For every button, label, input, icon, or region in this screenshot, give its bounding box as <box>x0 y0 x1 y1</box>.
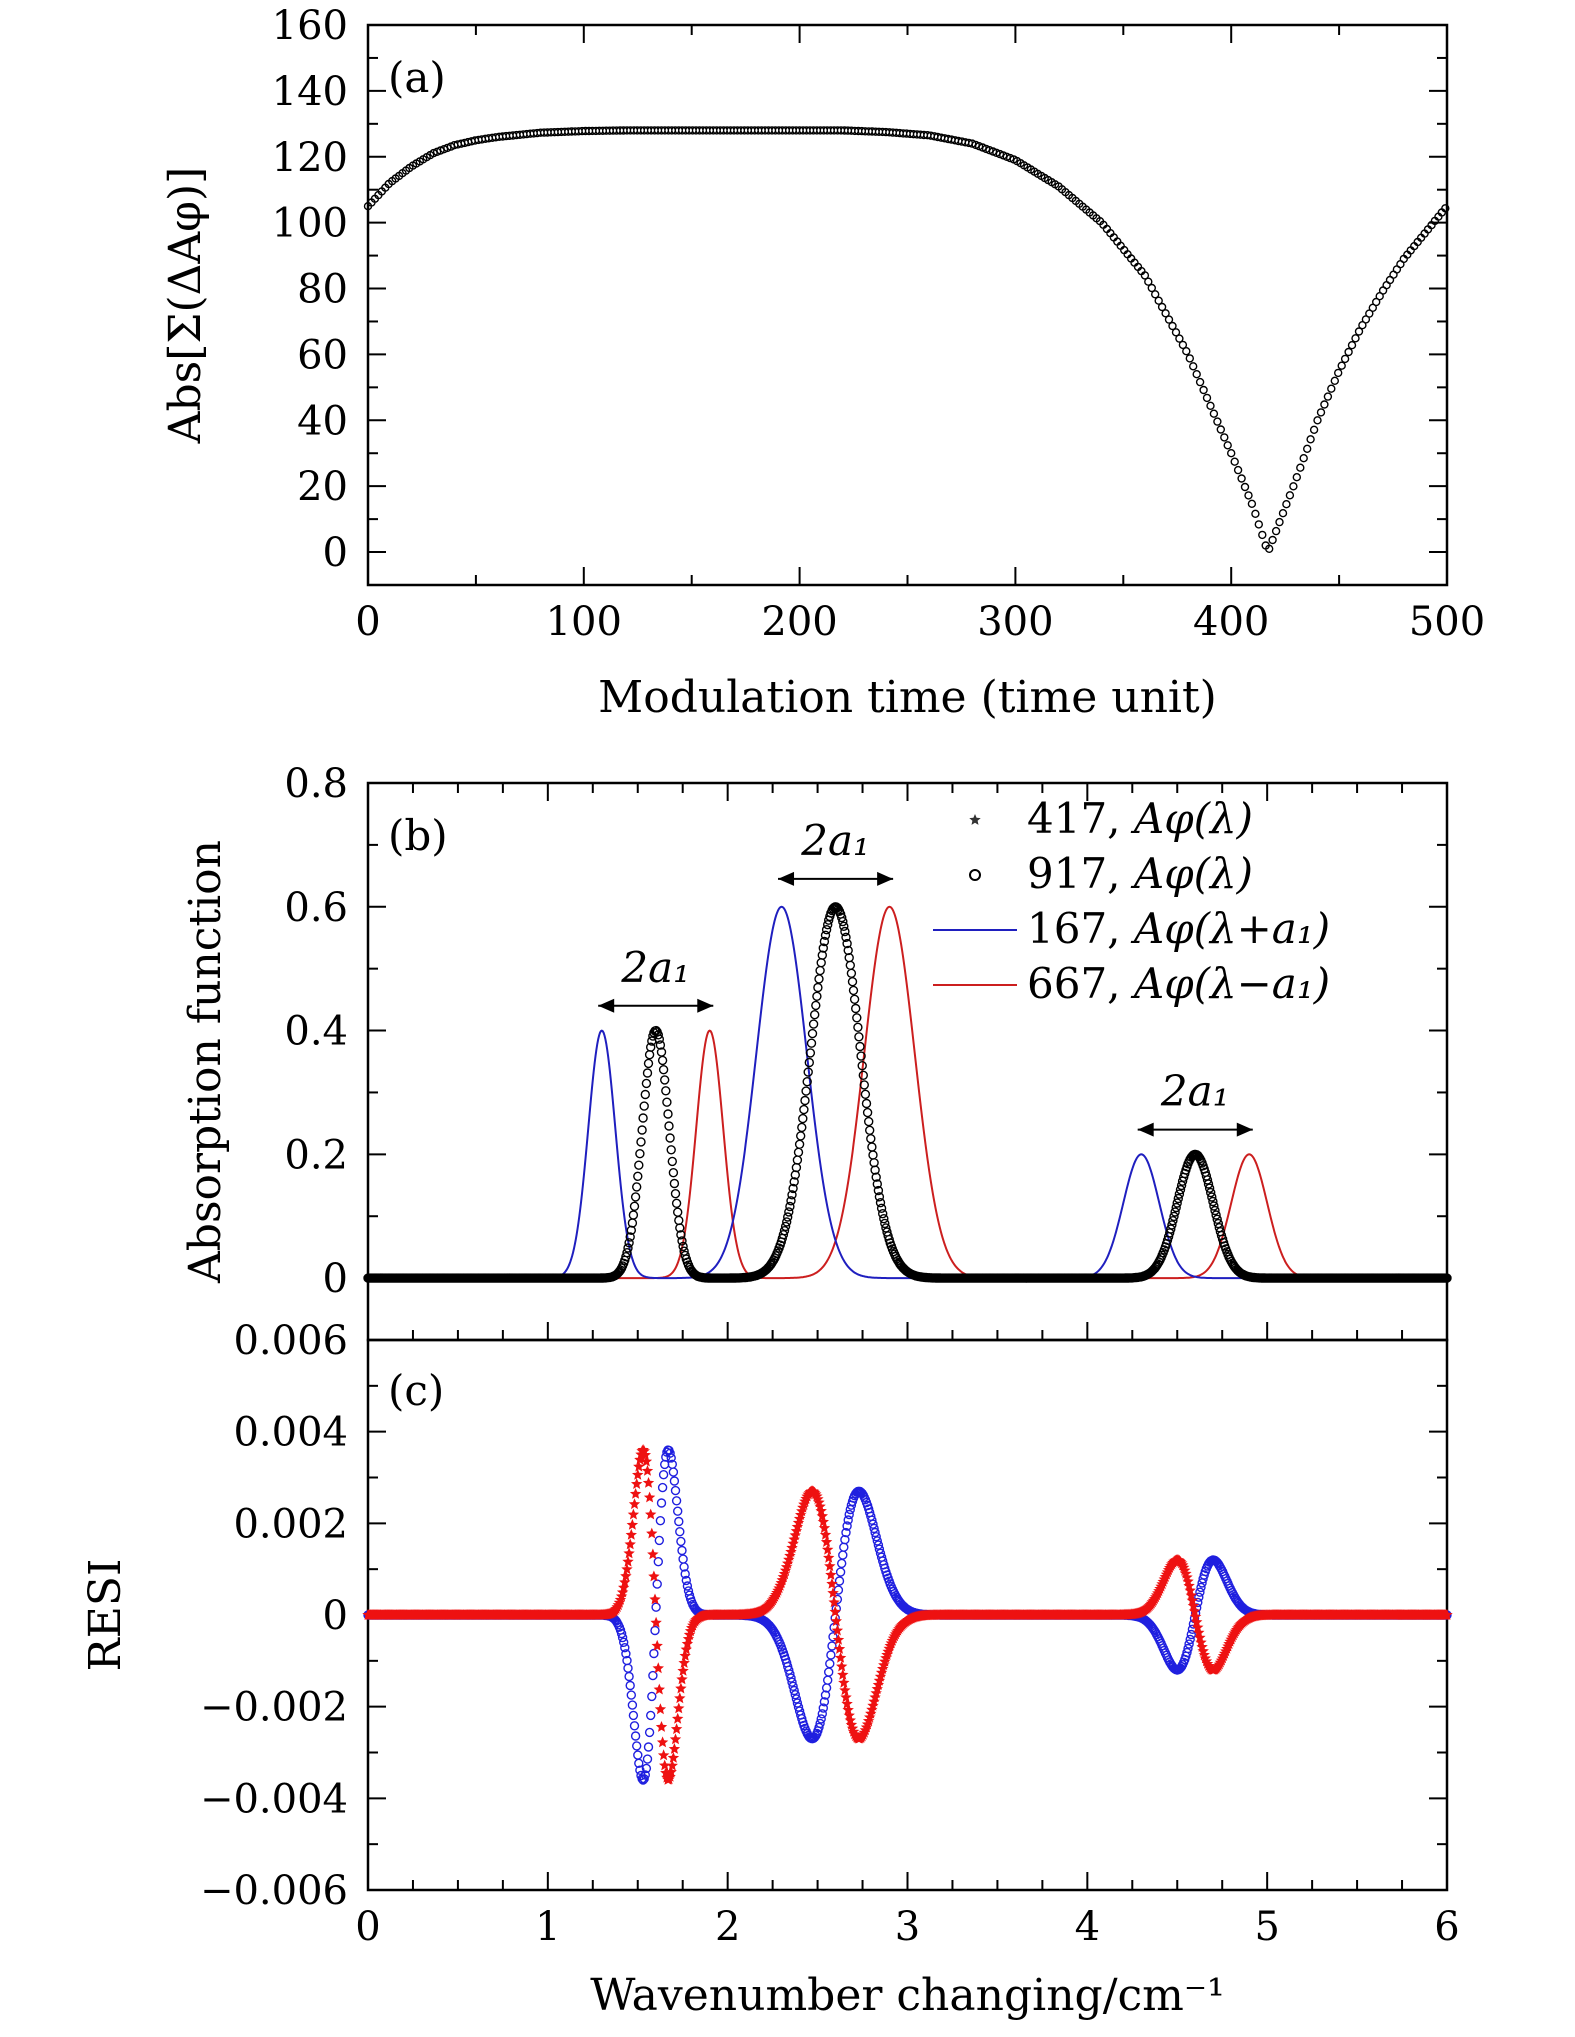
y-tick-label: 0.2 <box>284 1132 348 1178</box>
y-tick-label: 80 <box>297 267 348 313</box>
y-tick-label: 60 <box>297 332 348 378</box>
x-tick-label: 0 <box>355 1904 380 1950</box>
arrow-head-left <box>598 998 615 1013</box>
x-tick-label: 0 <box>355 599 380 645</box>
x-tick-label: 100 <box>546 599 622 645</box>
y-tick-label: −0.004 <box>200 1776 348 1822</box>
y-tick-label: 0.4 <box>284 1009 348 1055</box>
y-tick-label: 0 <box>323 1593 348 1639</box>
series-917-markers <box>363 902 1452 1283</box>
x-tick-label: 200 <box>761 599 837 645</box>
panel-b: 0 0.2 0.4 0.6 0.8 Absorption function (b) 2a₁ 2a… <box>180 761 1452 1342</box>
legend-label: 167, Aφ(λ+a₁) <box>1027 904 1330 953</box>
legend-label: 667, Aφ(λ−a₁) <box>1027 959 1330 1008</box>
y-tick-label: 0.8 <box>284 761 348 807</box>
x-axis-title: Modulation time (time unit) <box>598 672 1217 723</box>
legend-label: 917, Aφ(λ) <box>1027 849 1253 898</box>
x-tick-label: 4 <box>1075 1904 1100 1950</box>
arrow-head-right <box>1236 1122 1253 1137</box>
y-tick-label: 0.006 <box>233 1318 348 1364</box>
arrow-head-left <box>1137 1122 1154 1137</box>
x-tick-label: 400 <box>1193 599 1269 645</box>
y-tick-label: 40 <box>297 398 348 444</box>
plot-frame <box>366 781 1449 1342</box>
y-tick-label: 160 <box>272 3 348 49</box>
y-tick-label: 0.6 <box>284 885 348 931</box>
y-tick-label: −0.006 <box>200 1868 348 1914</box>
arrow-head-left <box>778 871 795 886</box>
panel-label: (c) <box>388 1366 444 1415</box>
y-tick-label: −0.002 <box>200 1685 348 1731</box>
panel-c: 0 1 2 3 4 5 6 −0.006 −0.004 −0.002 0 0.002 0.004 0.00… <box>80 1318 1460 2021</box>
annotation-label: 2a₁ <box>620 943 690 992</box>
annotation-label: 2a₁ <box>800 816 870 865</box>
annotation-label: 2a₁ <box>1160 1067 1230 1116</box>
y-tick-label: 120 <box>272 135 348 181</box>
x-tick-label: 500 <box>1409 599 1485 645</box>
legend-label: 417, Aφ(λ) <box>1027 794 1253 843</box>
x-tick-label: 1 <box>535 1904 560 1950</box>
x-tick-label: 6 <box>1434 1904 1459 1950</box>
y-tick-label: 20 <box>297 464 348 510</box>
legend-star-icon <box>969 814 981 825</box>
arrow-head-right <box>877 871 894 886</box>
panel-label: (b) <box>388 811 448 860</box>
y-tick-label: 0 <box>323 1256 348 1302</box>
y-axis-title: RESI <box>80 1559 131 1672</box>
y-tick-label: 140 <box>272 69 348 115</box>
legend-circle-icon <box>969 869 982 881</box>
y-axis-title: Absorption function <box>180 840 231 1284</box>
y-tick-label: 0 <box>323 530 348 576</box>
y-tick-label: 0.002 <box>233 1501 348 1547</box>
x-tick-label: 300 <box>977 599 1053 645</box>
series-red-markers <box>362 1444 1453 1785</box>
series-a-markers <box>363 126 1450 553</box>
x-axis-title: Wavenumber changing/cm⁻¹ <box>590 1970 1225 2021</box>
panel-a: 0 100 200 300 400 500 0 20 40 60 80 100 120 140 160 Mod… <box>160 3 1485 723</box>
y-axis-title: Abs[Σ(ΔAφ)] <box>160 167 211 445</box>
x-tick-label: 3 <box>895 1904 920 1950</box>
x-tick-label: 2 <box>715 1904 740 1950</box>
arrow-head-right <box>697 998 714 1013</box>
y-tick-label: 0.004 <box>233 1410 348 1456</box>
y-tick-label: 100 <box>272 201 348 247</box>
x-tick-label: 5 <box>1254 1904 1279 1950</box>
panel-label: (a) <box>388 53 446 102</box>
